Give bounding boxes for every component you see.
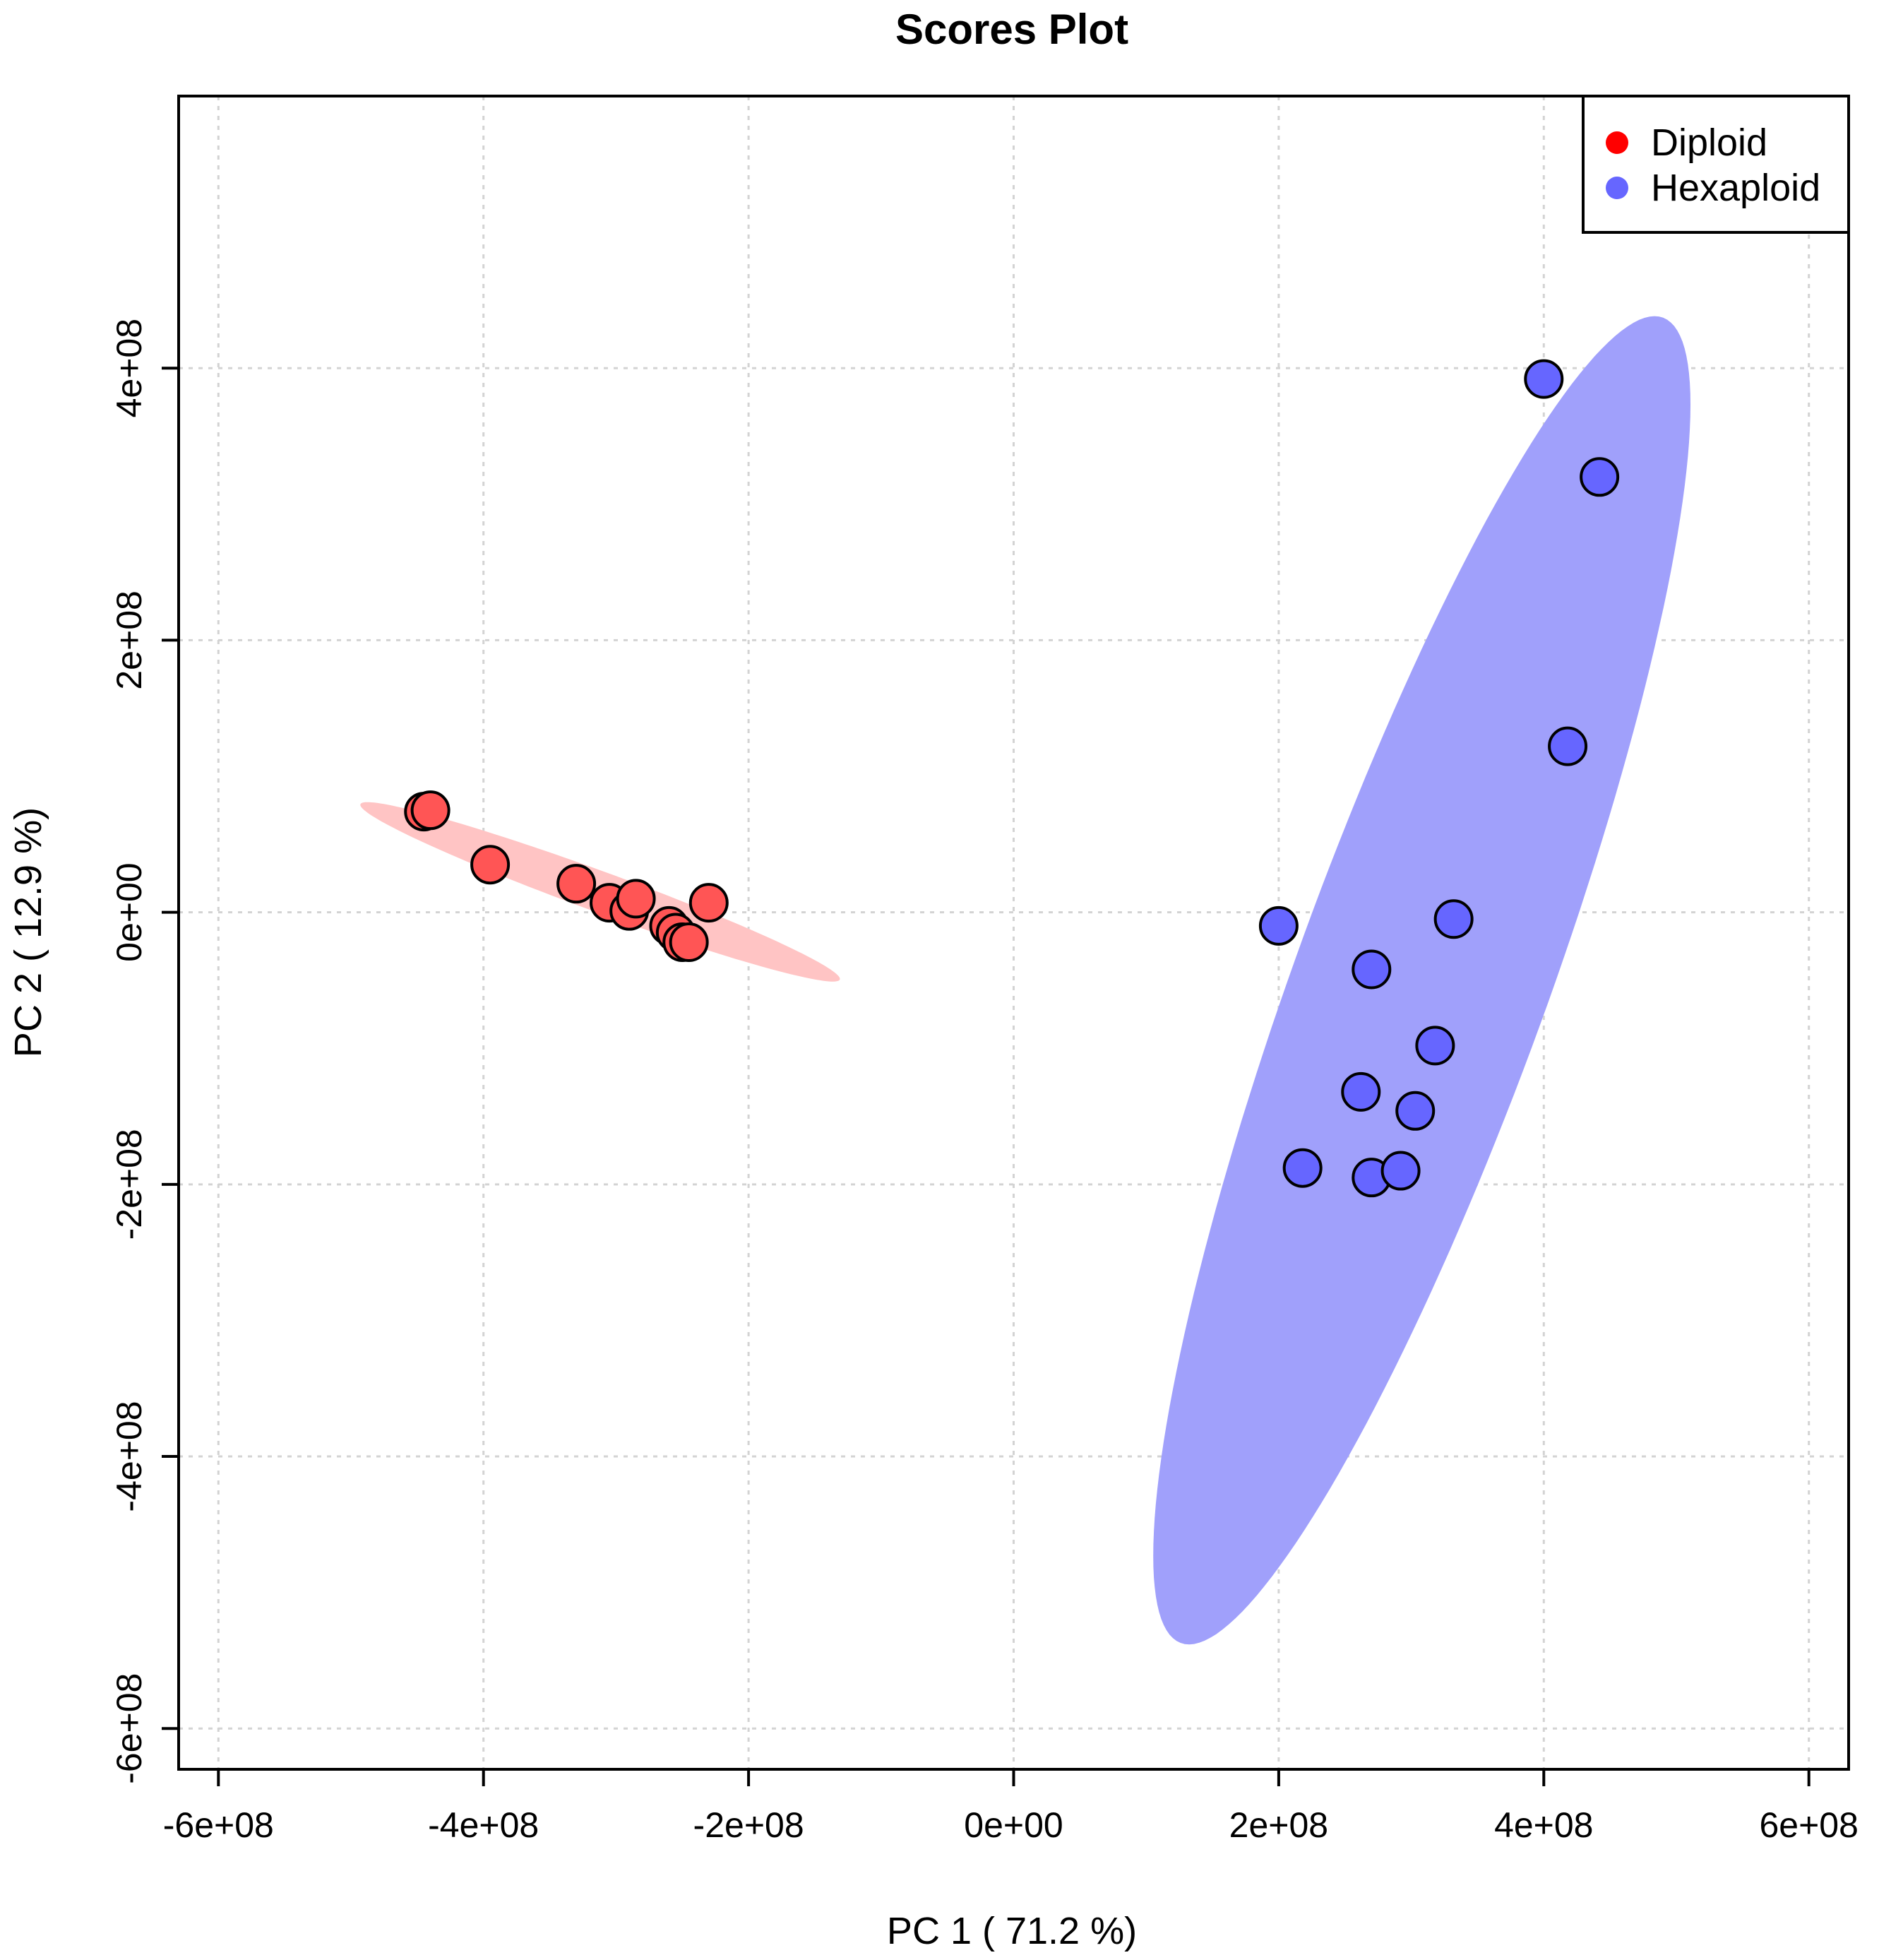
point-hexaploid — [1395, 1091, 1436, 1131]
point-diploid — [556, 864, 597, 904]
ellipse-hexaploid — [1153, 316, 1690, 1645]
y-axis-label: PC 2 ( 12.9 %) — [7, 807, 49, 1057]
x-axis-label: PC 1 ( 71.2 %) — [887, 1910, 1137, 1952]
chart-title: Scores Plot — [895, 6, 1128, 53]
legend: Diploid Hexaploid — [1582, 95, 1850, 234]
point-diploid — [410, 790, 451, 831]
point-hexaploid — [1380, 1151, 1421, 1191]
point-hexaploid — [1580, 457, 1620, 497]
point-diploid — [688, 883, 729, 923]
x-tick-label: -2e+08 — [693, 1805, 804, 1845]
x-tick-label: -6e+08 — [163, 1805, 274, 1845]
legend-marker-hexaploid — [1606, 177, 1628, 199]
x-axis: -6e+08 -4e+08 -2e+08 0e+00 2e+08 4e+08 6e+08 — [163, 1768, 1859, 1845]
x-tick-label: -4e+08 — [428, 1805, 539, 1845]
point-hexaploid — [1524, 359, 1564, 399]
point-hexaploid — [1548, 726, 1588, 766]
legend-label-hexaploid: Hexaploid — [1651, 167, 1820, 209]
x-tick-label: 4e+08 — [1494, 1805, 1593, 1845]
legend-marker-diploid — [1606, 131, 1628, 154]
x-tick-label: 6e+08 — [1759, 1805, 1858, 1845]
point-hexaploid — [1258, 905, 1299, 946]
x-tick-label: 2e+08 — [1229, 1805, 1328, 1845]
y-tick-label: 4e+08 — [109, 319, 149, 417]
point-hexaploid — [1352, 949, 1392, 990]
y-tick-label: -6e+08 — [109, 1673, 149, 1784]
y-tick-label: -2e+08 — [109, 1129, 149, 1240]
point-diploid — [669, 922, 709, 962]
y-tick-label: -4e+08 — [109, 1401, 149, 1511]
point-hexaploid — [1415, 1026, 1455, 1066]
y-axis: -6e+08 -4e+08 -2e+08 0e+00 2e+08 4e+08 — [109, 319, 179, 1784]
legend-box — [1582, 95, 1850, 234]
point-diploid — [616, 879, 656, 919]
point-diploid — [470, 845, 511, 885]
point-hexaploid — [1341, 1071, 1381, 1112]
y-tick-label: 2e+08 — [109, 590, 149, 689]
point-hexaploid — [1282, 1148, 1323, 1188]
y-tick-label: 0e+00 — [109, 862, 149, 961]
data-points — [404, 359, 1620, 1198]
grid — [179, 96, 1849, 1769]
x-tick-label: 0e+00 — [964, 1805, 1063, 1845]
legend-label-diploid: Diploid — [1651, 121, 1767, 164]
confidence-ellipses — [360, 316, 1690, 1645]
point-hexaploid — [1433, 899, 1474, 939]
